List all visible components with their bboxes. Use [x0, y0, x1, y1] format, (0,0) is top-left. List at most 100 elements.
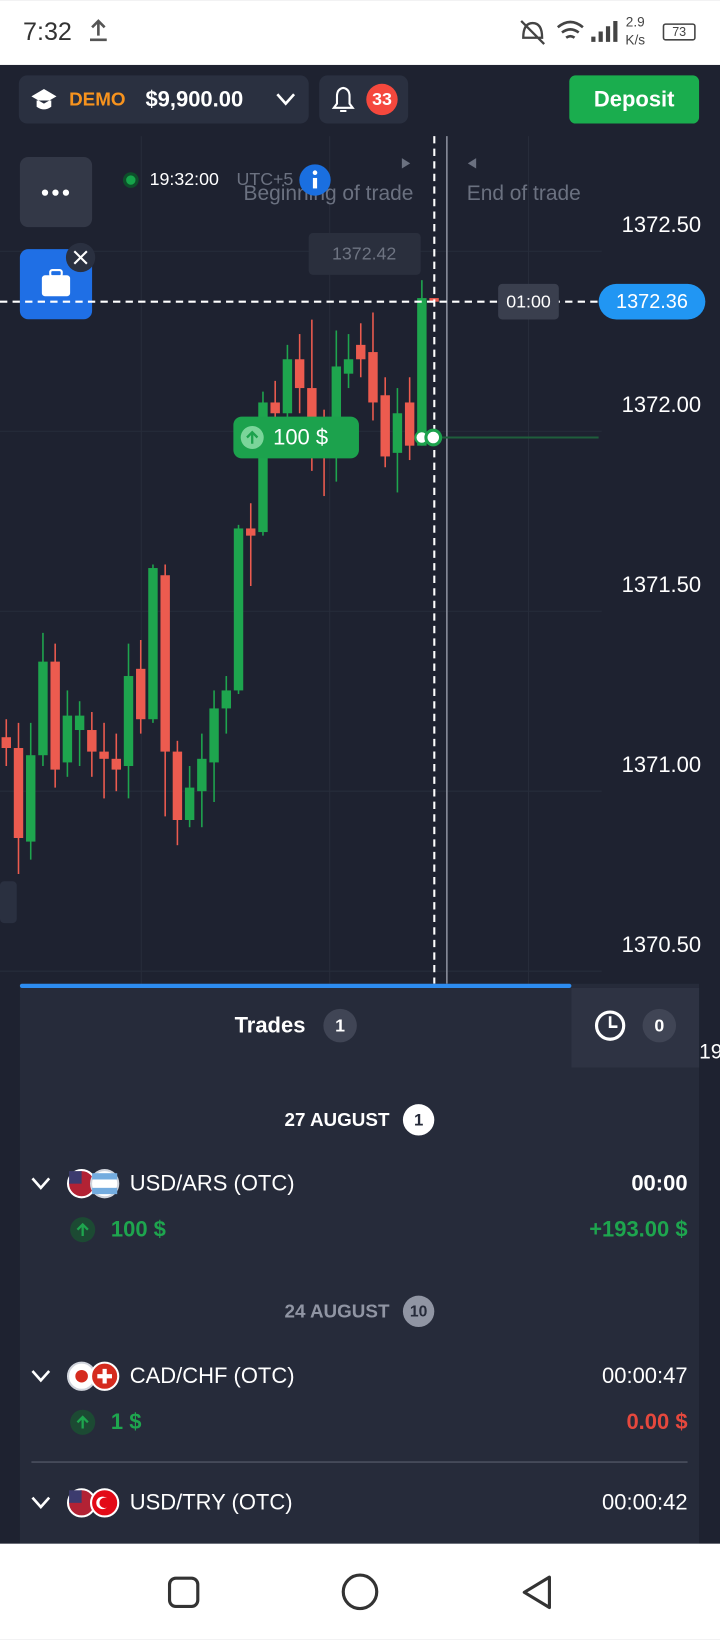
recents-button[interactable] [167, 1576, 200, 1609]
trade-time: 00:00:47 [602, 1363, 688, 1388]
trade-badge[interactable] [233, 416, 359, 459]
current-price: 01:00 1372.36 [0, 283, 706, 320]
up-arrow [76, 1415, 89, 1429]
flag-stripe [92, 1187, 118, 1195]
candle-body [160, 575, 170, 752]
account-type: DEMO [69, 88, 126, 109]
info-icon-dot [312, 170, 318, 176]
candle-body [87, 730, 97, 752]
trade-time: 00:00 [631, 1171, 687, 1196]
trade-badge-label: 100 $ [273, 424, 328, 449]
deposit-label: Deposit [594, 86, 675, 111]
candle-body [331, 366, 342, 450]
candle-body [13, 748, 24, 839]
arrow-left [467, 158, 477, 169]
battery [662, 23, 696, 41]
price-label: 1371.00 [622, 752, 701, 777]
history-tab[interactable] [571, 987, 700, 1068]
candle-body [392, 413, 403, 453]
candle-body [184, 787, 195, 821]
candle-body [404, 402, 415, 446]
dot [52, 189, 59, 196]
candle-body [233, 528, 244, 691]
hover-box [308, 232, 421, 275]
pair: CAD/CHF (OTC) [130, 1363, 295, 1388]
candle-body [417, 298, 427, 446]
candle-body [197, 758, 207, 792]
account-icon [31, 89, 57, 110]
end-label: End of trade [467, 182, 581, 205]
history-count: 0 [654, 1015, 664, 1035]
flag-leaf [75, 1369, 88, 1383]
candle-body [356, 344, 366, 360]
beginning-label: Beginning of trade [244, 182, 414, 205]
active-tab-bar [19, 983, 572, 988]
dot [62, 189, 70, 196]
result: +193.00 $ [589, 1217, 687, 1242]
group-date: 24 AUGUST [284, 1300, 389, 1321]
group-count: 1 [414, 1110, 423, 1129]
side-tab[interactable] [0, 881, 17, 924]
chevron [276, 93, 296, 106]
live-dot [122, 172, 139, 188]
trades-panel [19, 983, 700, 1544]
info-icon [312, 177, 318, 189]
flag-canton [69, 1171, 82, 1184]
net-unit: K/s [625, 32, 645, 47]
candle-body [148, 568, 158, 720]
candle-body [221, 690, 232, 709]
tab-badge [642, 1008, 677, 1043]
candle-body [99, 751, 109, 759]
group-count: 10 [410, 1304, 428, 1321]
briefcase-handle [49, 269, 63, 278]
candle-body [270, 402, 280, 414]
candle-body [1, 737, 11, 749]
trades-count: 1 [335, 1015, 345, 1035]
candle-body [74, 715, 85, 731]
candle-body [282, 359, 293, 414]
back-button[interactable] [522, 1575, 551, 1610]
cut-label: 19 [699, 1040, 720, 1063]
battery-level: 73 [672, 25, 686, 39]
group-date: 27 AUGUST [284, 1109, 389, 1130]
clock: 7:32 [23, 18, 72, 46]
net-speed: 2.9 [626, 15, 645, 30]
tab-badge [323, 1008, 357, 1043]
up-arrow [76, 1222, 89, 1236]
amount: 1 $ [111, 1409, 142, 1434]
price-label: 1372.50 [622, 212, 701, 237]
hover-label: 1372.42 [308, 232, 421, 275]
grid [0, 136, 602, 984]
candle-body [111, 758, 121, 770]
notification-count: 33 [372, 89, 392, 109]
clock-hands [608, 1016, 618, 1028]
group-badge [402, 1295, 435, 1328]
deposit-button[interactable] [569, 75, 700, 124]
row-chevron[interactable] [31, 1370, 51, 1383]
flag-canton [69, 1490, 82, 1503]
price-label: 1372.00 [622, 392, 701, 417]
close-icon [73, 250, 88, 265]
mute-icon [520, 20, 546, 45]
account-selector[interactable] [18, 75, 309, 124]
amount: 100 $ [111, 1217, 166, 1242]
dot [41, 189, 49, 196]
balance: $9,900.00 [145, 86, 243, 111]
candle-body [50, 661, 60, 770]
flag-crescent [99, 1497, 110, 1509]
bell-icon [331, 86, 355, 113]
row-chevron[interactable] [31, 1177, 51, 1190]
current-price-label: 1372.36 [616, 291, 688, 313]
trades-tab[interactable]: Trades [235, 1012, 306, 1037]
price-label: 1371.50 [622, 572, 701, 597]
price-label: 1370.50 [622, 932, 701, 957]
home-button[interactable] [341, 1573, 379, 1611]
upload-icon [90, 19, 107, 42]
pair: USD/TRY (OTC) [130, 1490, 293, 1515]
trade-dot [424, 428, 443, 447]
row-chevron[interactable] [31, 1496, 51, 1510]
arrow-right [401, 158, 411, 169]
candle-body [258, 402, 268, 533]
